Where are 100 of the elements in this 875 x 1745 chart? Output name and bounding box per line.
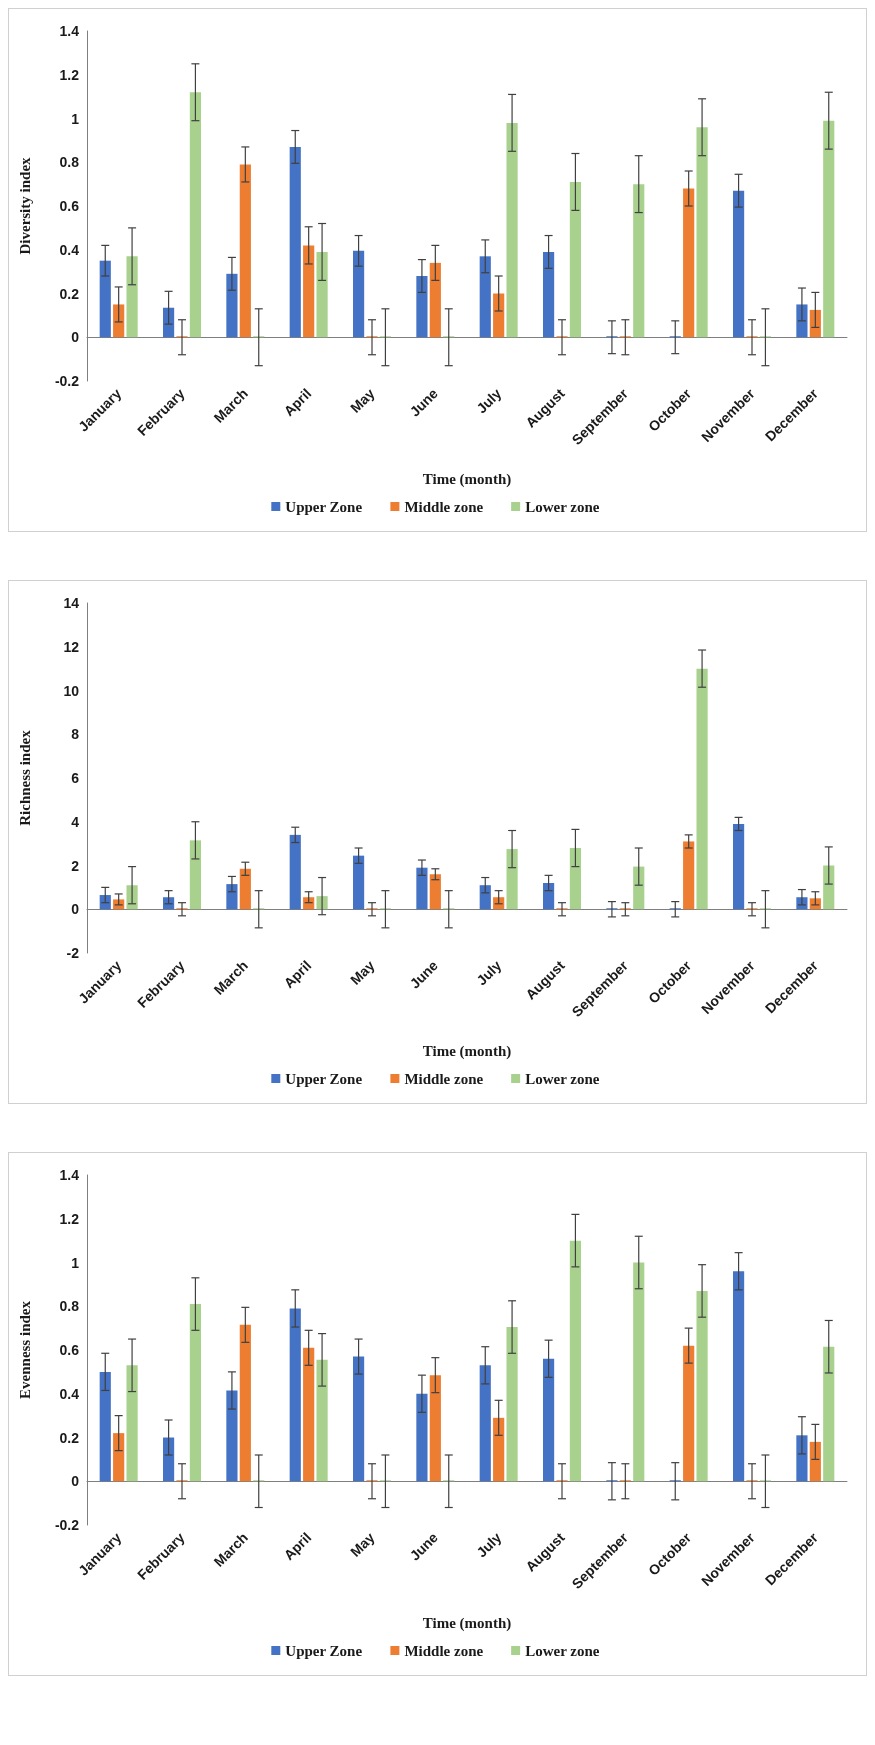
y-tick-label: 1.2 bbox=[59, 1210, 80, 1227]
y-tick-label: 0 bbox=[71, 329, 80, 346]
bar bbox=[353, 1356, 365, 1482]
bar bbox=[633, 866, 645, 910]
legend-label: Lower zone bbox=[525, 1642, 600, 1659]
bar bbox=[163, 897, 175, 910]
bar bbox=[696, 1290, 708, 1482]
x-axis-title: Time (month) bbox=[422, 1614, 512, 1632]
y-tick-label: 0.8 bbox=[59, 154, 80, 171]
bar bbox=[733, 823, 745, 910]
bar bbox=[569, 848, 581, 910]
y-tick-label: 10 bbox=[63, 682, 80, 699]
legend-label: Lower zone bbox=[525, 1070, 600, 1087]
y-tick-label: 0 bbox=[71, 901, 80, 918]
y-tick-label: 1 bbox=[71, 1254, 80, 1271]
y-tick-label: 0.2 bbox=[59, 1429, 80, 1446]
bar bbox=[823, 1346, 835, 1482]
bar bbox=[796, 1435, 808, 1482]
y-tick-label: 1.2 bbox=[59, 66, 80, 83]
bar bbox=[543, 251, 555, 338]
y-tick-label: 1.4 bbox=[59, 23, 80, 39]
bar bbox=[506, 849, 518, 910]
y-tick-label: 6 bbox=[71, 770, 80, 786]
bar bbox=[126, 256, 138, 338]
x-axis-title: Time (month) bbox=[422, 1042, 512, 1060]
bar bbox=[303, 1347, 315, 1482]
bar bbox=[809, 309, 821, 338]
bar bbox=[696, 127, 708, 338]
bar bbox=[239, 868, 251, 910]
bar bbox=[416, 1393, 428, 1482]
legend-label: Middle zone bbox=[404, 1070, 484, 1087]
bar bbox=[733, 1271, 745, 1482]
bar bbox=[113, 1433, 125, 1482]
bar bbox=[696, 668, 708, 910]
bar bbox=[493, 293, 505, 338]
bar bbox=[239, 164, 251, 338]
y-tick-label: 0.8 bbox=[59, 1298, 80, 1315]
legend-label: Middle zone bbox=[404, 1642, 484, 1659]
y-tick-label: 2 bbox=[71, 857, 80, 874]
bar bbox=[99, 895, 111, 910]
y-tick-label: -0.2 bbox=[54, 1517, 80, 1533]
bar bbox=[289, 1308, 301, 1482]
bar bbox=[189, 1304, 201, 1482]
legend-label: Upper Zone bbox=[285, 498, 363, 515]
bar bbox=[479, 256, 491, 338]
bar bbox=[316, 1359, 328, 1482]
y-tick-label: 0.6 bbox=[59, 198, 80, 214]
bar bbox=[429, 262, 441, 338]
bar bbox=[683, 1345, 695, 1482]
bar bbox=[113, 304, 125, 338]
y-tick-label: 0.2 bbox=[59, 285, 80, 302]
y-tick-label: 12 bbox=[63, 638, 80, 655]
legend-label: Lower zone bbox=[525, 498, 600, 515]
bar bbox=[506, 1327, 518, 1482]
legend-label: Middle zone bbox=[404, 498, 484, 515]
bar bbox=[189, 92, 201, 338]
bar bbox=[809, 1441, 821, 1482]
bar bbox=[429, 1375, 441, 1482]
bar bbox=[416, 867, 428, 910]
bar bbox=[303, 897, 315, 910]
bar bbox=[353, 855, 365, 910]
y-tick-label: -2 bbox=[66, 945, 80, 961]
bar bbox=[226, 884, 238, 910]
y-tick-label: 0 bbox=[71, 1473, 80, 1490]
bar bbox=[429, 874, 441, 910]
bar bbox=[493, 1417, 505, 1482]
bar bbox=[189, 840, 201, 910]
bar bbox=[99, 260, 111, 338]
y-axis-title: Evenness index bbox=[16, 1300, 33, 1399]
bar bbox=[316, 251, 328, 338]
y-tick-label: -0.2 bbox=[54, 373, 80, 389]
y-tick-label: 14 bbox=[63, 595, 80, 611]
bar bbox=[823, 120, 835, 338]
y-tick-label: 0.4 bbox=[59, 1385, 80, 1402]
bar bbox=[289, 146, 301, 338]
bar bbox=[506, 122, 518, 338]
bar bbox=[683, 841, 695, 910]
bar bbox=[823, 865, 835, 910]
bar bbox=[569, 1240, 581, 1482]
y-tick-label: 4 bbox=[71, 813, 80, 830]
bar bbox=[226, 1390, 238, 1482]
legend-label: Upper Zone bbox=[285, 1642, 363, 1659]
y-tick-label: 1.4 bbox=[59, 1167, 80, 1183]
bar bbox=[683, 188, 695, 338]
bar bbox=[479, 1365, 491, 1482]
bar bbox=[416, 276, 428, 338]
x-axis-title: Time (month) bbox=[422, 470, 512, 488]
bar bbox=[163, 1437, 175, 1482]
bar bbox=[543, 1358, 555, 1482]
y-tick-label: 1 bbox=[71, 110, 80, 127]
bar bbox=[239, 1324, 251, 1482]
bar bbox=[633, 184, 645, 338]
bar bbox=[289, 834, 301, 910]
bar bbox=[303, 245, 315, 338]
bar bbox=[569, 181, 581, 338]
bar bbox=[633, 1262, 645, 1482]
bar bbox=[493, 897, 505, 910]
bar bbox=[353, 250, 365, 338]
y-axis-title: Diversity index bbox=[16, 156, 33, 255]
bar bbox=[226, 273, 238, 338]
